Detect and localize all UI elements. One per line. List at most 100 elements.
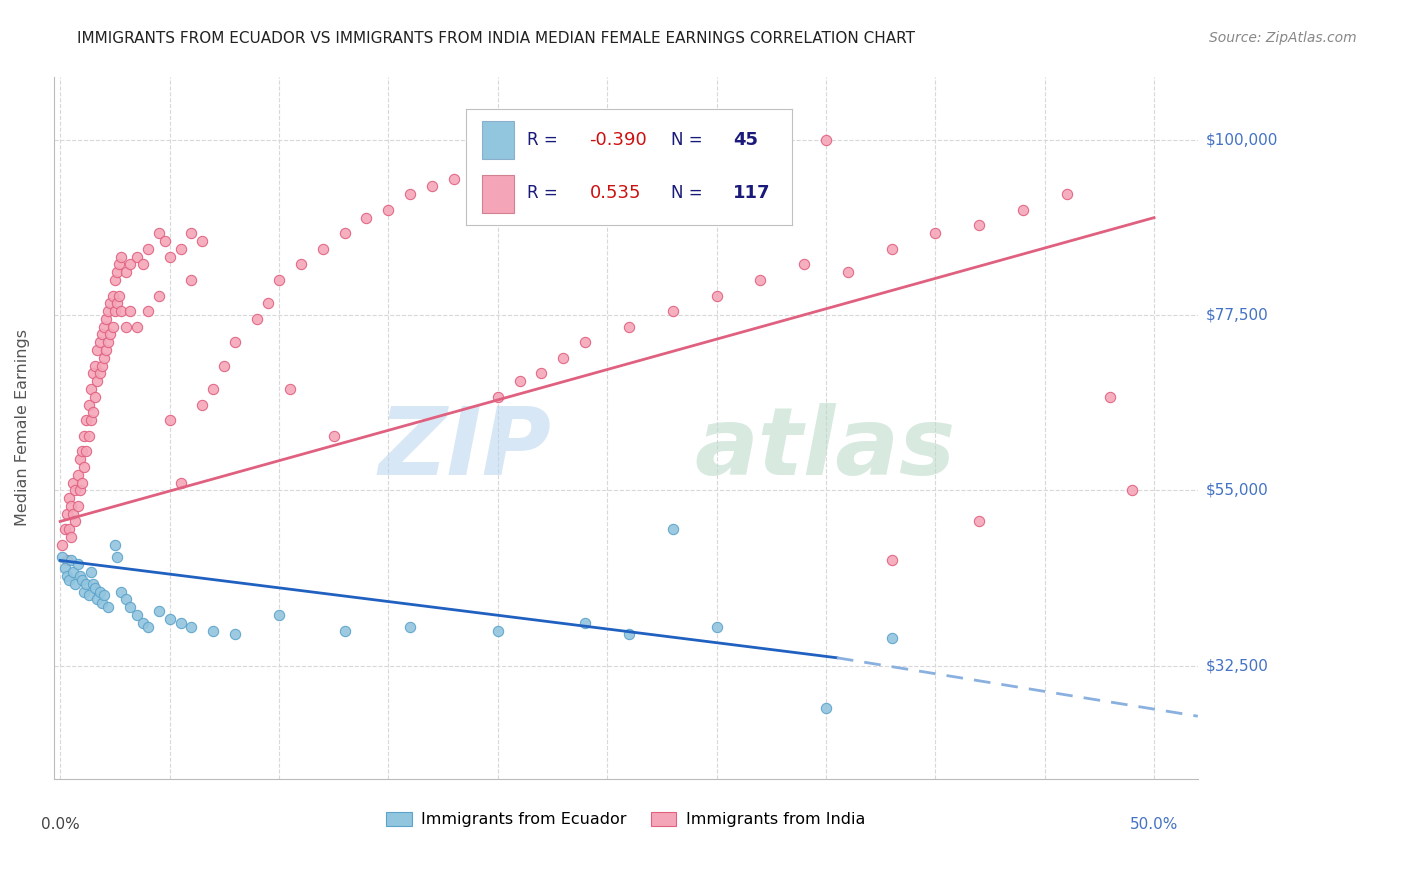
Point xyxy=(58,522,80,536)
Point xyxy=(706,619,728,633)
Point xyxy=(202,624,225,638)
Point xyxy=(553,351,575,365)
Point xyxy=(104,538,127,552)
Point xyxy=(94,312,117,326)
Point xyxy=(246,312,269,326)
Point xyxy=(62,565,84,579)
Point xyxy=(617,627,640,641)
Point xyxy=(84,390,107,404)
Point xyxy=(70,475,93,490)
Point xyxy=(90,596,112,610)
Point xyxy=(202,382,225,396)
Point xyxy=(706,288,728,302)
Point xyxy=(101,319,124,334)
Point xyxy=(967,219,990,233)
Point xyxy=(110,250,132,264)
Point xyxy=(837,265,859,279)
Point xyxy=(100,296,122,310)
Point xyxy=(89,335,111,350)
Point xyxy=(108,257,131,271)
Point xyxy=(136,619,159,633)
Point xyxy=(967,515,990,529)
Point xyxy=(191,234,214,248)
Text: ZIP: ZIP xyxy=(378,403,551,495)
Point xyxy=(51,538,73,552)
Point xyxy=(132,257,155,271)
Y-axis label: Median Female Earnings: Median Female Earnings xyxy=(15,329,30,526)
Point xyxy=(105,265,128,279)
Point xyxy=(73,584,96,599)
Point xyxy=(55,553,77,567)
Point xyxy=(224,335,246,350)
Point xyxy=(84,359,107,373)
Point xyxy=(617,319,640,334)
Point xyxy=(148,226,170,240)
Point xyxy=(486,624,509,638)
Point xyxy=(80,565,103,579)
Point xyxy=(399,187,422,202)
Point xyxy=(90,359,112,373)
Point xyxy=(84,581,107,595)
Point xyxy=(82,576,104,591)
Point xyxy=(94,343,117,357)
Point xyxy=(75,576,97,591)
Point xyxy=(55,507,77,521)
Point xyxy=(148,604,170,618)
Point xyxy=(104,273,127,287)
Point xyxy=(97,600,120,615)
Point xyxy=(120,304,142,318)
Point xyxy=(80,382,103,396)
Point xyxy=(62,475,84,490)
Point xyxy=(661,304,683,318)
Point xyxy=(180,619,202,633)
Point xyxy=(108,288,131,302)
Point xyxy=(159,413,181,427)
Point xyxy=(169,242,191,256)
Point xyxy=(104,304,127,318)
Point xyxy=(169,475,191,490)
Point xyxy=(574,335,596,350)
Text: Source: ZipAtlas.com: Source: ZipAtlas.com xyxy=(1209,31,1357,45)
Point xyxy=(86,374,108,388)
Point xyxy=(97,335,120,350)
Point xyxy=(69,452,91,467)
Point xyxy=(77,429,100,443)
Point xyxy=(880,553,903,567)
Text: $55,000: $55,000 xyxy=(1206,483,1268,498)
Point xyxy=(77,589,100,603)
Point xyxy=(814,133,837,147)
Point xyxy=(420,179,443,194)
Point xyxy=(136,242,159,256)
Point xyxy=(924,226,946,240)
Point xyxy=(125,607,148,622)
Point xyxy=(880,632,903,646)
Point xyxy=(93,351,115,365)
Point xyxy=(70,444,93,458)
Text: IMMIGRANTS FROM ECUADOR VS IMMIGRANTS FROM INDIA MEDIAN FEMALE EARNINGS CORRELAT: IMMIGRANTS FROM ECUADOR VS IMMIGRANTS FR… xyxy=(77,31,915,46)
Text: 0.0%: 0.0% xyxy=(41,817,80,832)
Point xyxy=(60,553,83,567)
Point xyxy=(399,619,422,633)
Point xyxy=(90,327,112,342)
Point xyxy=(73,459,96,474)
Text: $100,000: $100,000 xyxy=(1206,132,1278,147)
Point xyxy=(443,171,465,186)
Point xyxy=(101,288,124,302)
Point xyxy=(58,491,80,505)
Point xyxy=(377,202,399,217)
Point xyxy=(153,234,176,248)
Point xyxy=(60,499,83,513)
Point xyxy=(80,413,103,427)
Point xyxy=(322,429,344,443)
Point xyxy=(93,319,115,334)
Point xyxy=(191,398,214,412)
Point xyxy=(110,304,132,318)
Point xyxy=(89,584,111,599)
Legend: Immigrants from Ecuador, Immigrants from India: Immigrants from Ecuador, Immigrants from… xyxy=(380,805,872,834)
Point xyxy=(356,211,378,225)
Text: $32,500: $32,500 xyxy=(1206,658,1270,673)
Point xyxy=(53,522,76,536)
Point xyxy=(290,257,312,271)
Point xyxy=(86,343,108,357)
Point xyxy=(793,257,815,271)
